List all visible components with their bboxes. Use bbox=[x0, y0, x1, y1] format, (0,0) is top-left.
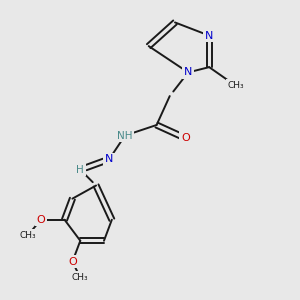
Text: O: O bbox=[181, 133, 190, 143]
Text: N: N bbox=[184, 68, 192, 77]
Text: CH₃: CH₃ bbox=[72, 273, 88, 282]
Text: NH: NH bbox=[117, 130, 133, 140]
Text: CH₃: CH₃ bbox=[20, 231, 36, 240]
Text: O: O bbox=[68, 257, 77, 267]
Text: H: H bbox=[76, 165, 84, 175]
Text: N: N bbox=[205, 31, 213, 40]
Text: CH₃: CH₃ bbox=[227, 81, 244, 90]
Text: O: O bbox=[37, 215, 45, 225]
Text: N: N bbox=[105, 154, 113, 164]
